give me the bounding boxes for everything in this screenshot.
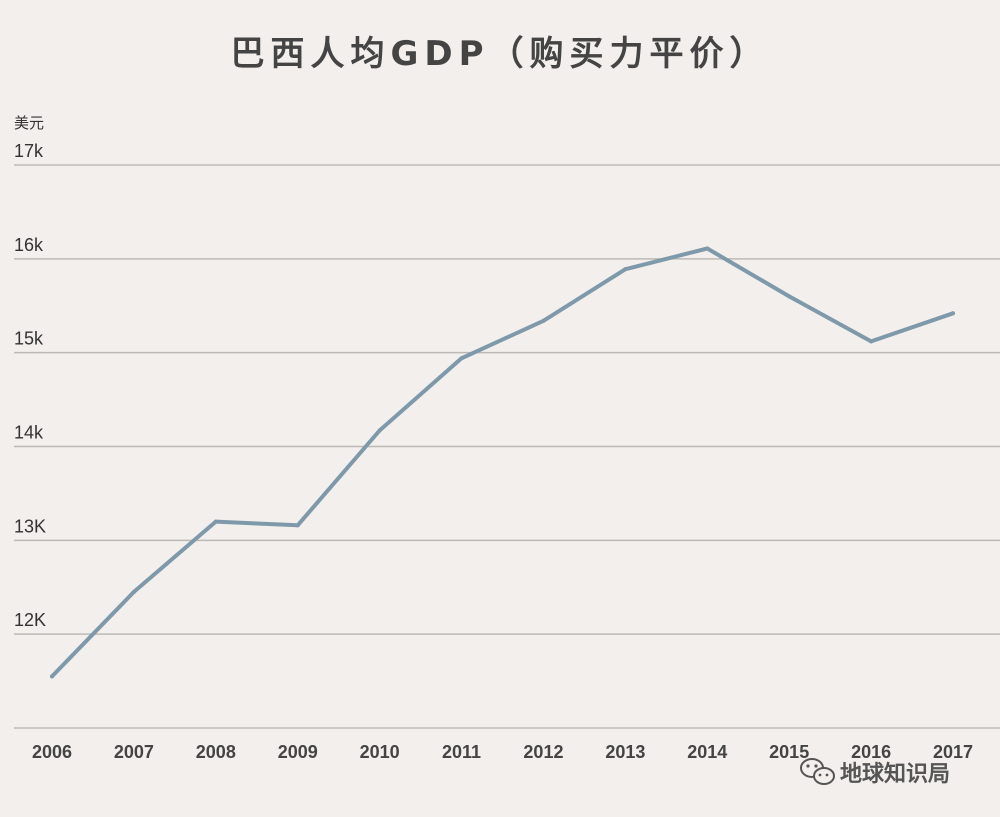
x-axis-ticks: 2006 2007 2008 2009 2010 2011 2012 2013 2014 2015… <box>32 742 973 762</box>
x-tick-label: 2009 <box>278 742 318 762</box>
y-tick-label: 12K <box>14 610 46 630</box>
y-axis-unit: 美元 <box>14 114 44 132</box>
data-point <box>705 246 710 251</box>
x-tick-label: 2011 <box>442 742 481 762</box>
x-tick-label: 2014 <box>687 742 727 762</box>
data-point <box>131 589 136 594</box>
data-point <box>623 267 628 272</box>
x-tick-label: 2008 <box>196 742 236 762</box>
y-tick-label: 17k <box>14 141 44 161</box>
y-axis-ticks: 17k 16k 15k 14k 13K 12K <box>14 141 46 630</box>
series-line <box>50 246 955 679</box>
gridlines <box>14 164 1000 729</box>
wechat-icon <box>800 758 835 785</box>
x-tick-label: 2016 <box>851 742 891 762</box>
data-point <box>295 523 300 528</box>
chart-title: 巴西人均GDP（购买力平价） <box>230 34 769 74</box>
data-point <box>459 356 464 361</box>
x-tick-label: 2012 <box>523 742 563 762</box>
y-tick-label: 13K <box>14 516 46 536</box>
data-point <box>213 519 218 524</box>
data-point <box>50 674 54 679</box>
series-layer <box>50 246 955 679</box>
x-tick-label: 2006 <box>32 742 72 762</box>
x-tick-label: 2015 <box>769 742 809 762</box>
y-tick-label: 16k <box>14 235 44 255</box>
watermark-text: 地球知识局 <box>840 761 950 787</box>
y-tick-label: 15k <box>14 329 44 349</box>
x-tick-label: 2010 <box>360 742 400 762</box>
x-tick-label: 2017 <box>933 742 973 762</box>
y-tick-label: 14k <box>14 423 44 443</box>
data-point <box>787 294 792 299</box>
data-point <box>541 318 546 323</box>
data-point <box>869 339 874 344</box>
watermark: 地球知识局 <box>800 758 950 787</box>
x-tick-label: 2013 <box>605 742 645 762</box>
data-point <box>377 428 382 433</box>
x-tick-label: 2007 <box>114 742 154 762</box>
data-point <box>951 311 955 316</box>
